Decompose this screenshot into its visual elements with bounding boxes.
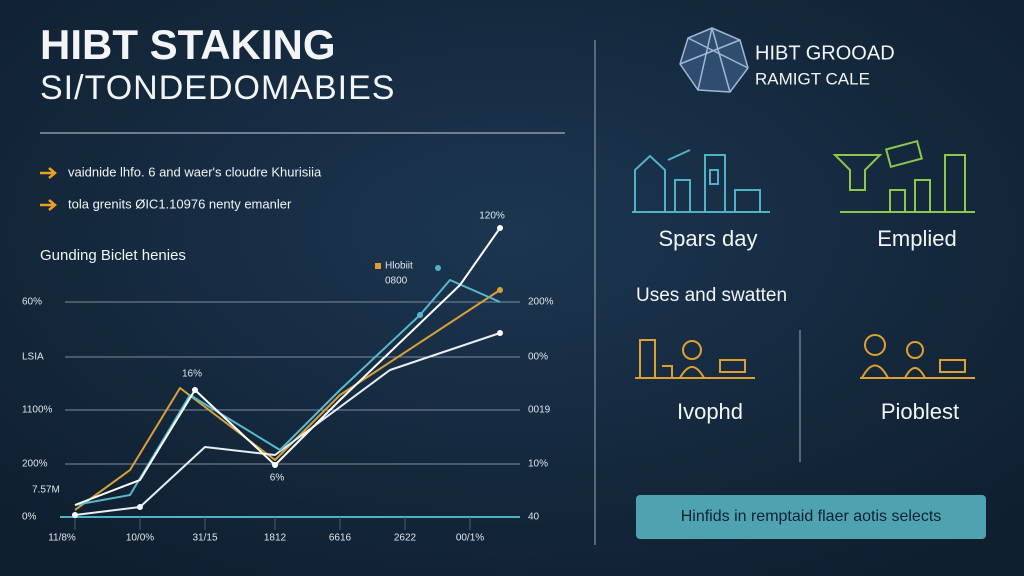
y-label: LSIA — [22, 352, 44, 363]
y-label: 0% — [22, 512, 37, 523]
icon — [632, 149, 770, 213]
item-label: Ivophd — [677, 399, 743, 424]
subtitle: SI/TONDEDOMABIES — [40, 69, 395, 107]
y2-label: 00% — [528, 352, 548, 363]
arrow — [40, 167, 57, 179]
x-label: 10/0% — [126, 533, 154, 544]
y-label: 60% — [22, 297, 42, 308]
item-label: Pioblest — [881, 399, 959, 424]
brand-logo — [679, 27, 749, 93]
item-label: Emplied — [877, 226, 956, 251]
y-label: 1100% — [22, 405, 53, 416]
icon — [635, 339, 755, 379]
x-label: 11/8% — [48, 533, 76, 544]
icon — [860, 334, 975, 379]
y-label: 7.57M — [32, 485, 60, 496]
legend-label: Hlobiit — [385, 261, 413, 272]
grid — [65, 301, 520, 465]
y2-label: 0019 — [528, 405, 551, 416]
button[interactable] — [636, 495, 986, 539]
bullet: vaidnide lhfo. 6 and waer's cloudre Khur… — [68, 164, 322, 179]
chart-title: Gunding Biclet henies — [40, 247, 186, 264]
annotation: 120% — [479, 211, 505, 222]
x-label: 6616 — [329, 533, 352, 544]
title: HIBT STAKING — [40, 21, 336, 68]
y2-label: 10% — [528, 459, 548, 470]
annotation: 16% — [182, 369, 202, 380]
y2-label: 40 — [528, 512, 540, 523]
button-label[interactable]: Hinfids in remptaid flaer aotis selects — [681, 508, 942, 525]
chart-points — [72, 225, 503, 518]
x-ticks — [74, 517, 471, 530]
item-label: Spars day — [658, 226, 757, 251]
brand-sub: RAMIGT CALE — [755, 69, 870, 88]
legend-label: 0800 — [385, 276, 408, 287]
y-label: 200% — [22, 459, 48, 470]
legend-swatch — [435, 265, 441, 271]
x-label: 00/1% — [456, 533, 484, 544]
legend-swatch — [375, 263, 381, 269]
x-label: 2622 — [394, 533, 417, 544]
annotation: 6% — [270, 473, 285, 484]
bullet: tola grenits ØIC1.10976 nenty emanler — [68, 196, 292, 211]
section-title: Uses and swatten — [636, 285, 787, 306]
y2-label: 200% — [528, 297, 554, 308]
x-label: 1812 — [264, 533, 287, 544]
arrow — [40, 199, 57, 211]
icon — [832, 139, 975, 213]
x-label: 31/15 — [192, 533, 217, 544]
brand: HIBT GROOAD — [755, 42, 895, 64]
